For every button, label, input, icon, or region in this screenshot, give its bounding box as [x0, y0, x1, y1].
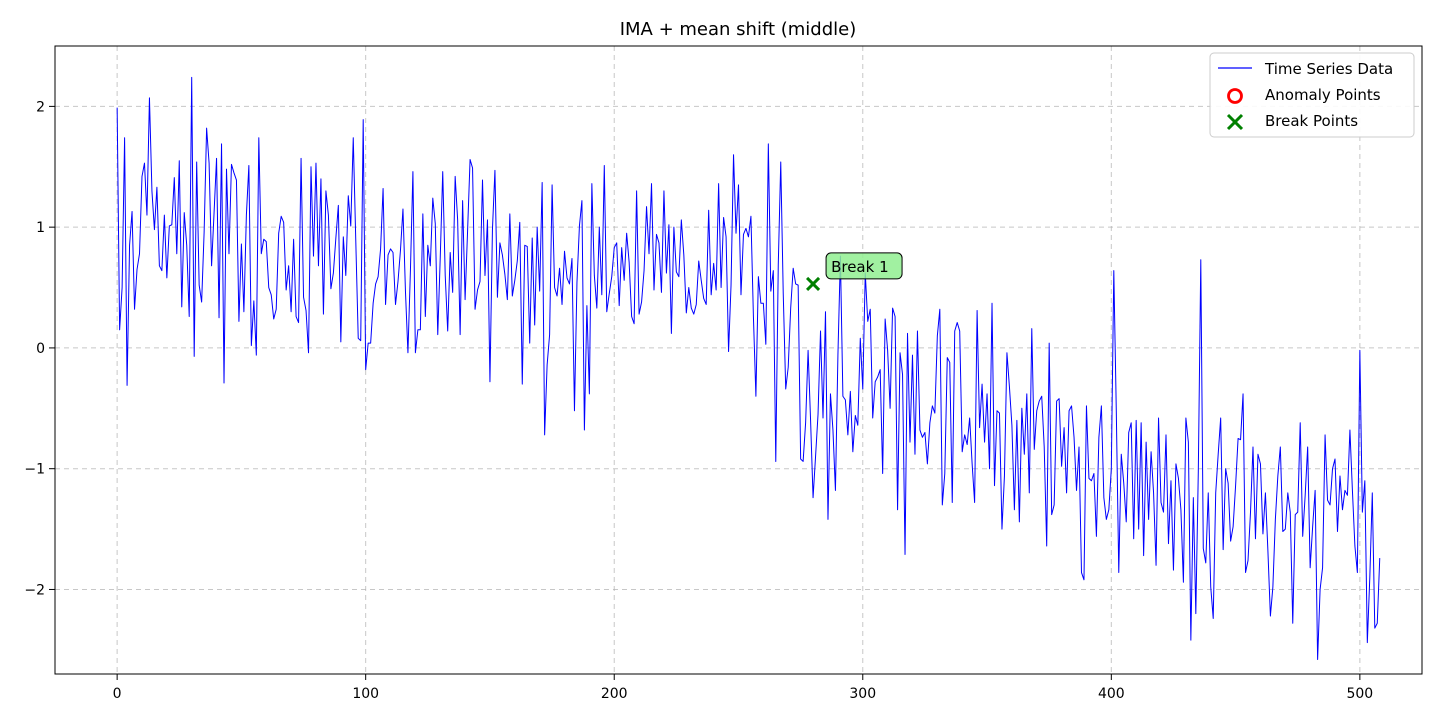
y-tick-label: 1 — [36, 220, 45, 236]
legend-label: Time Series Data — [1264, 60, 1393, 78]
y-tick-label: −2 — [24, 582, 45, 598]
legend-circle-swatch — [1227, 88, 1243, 104]
y-tick-label: −1 — [24, 462, 45, 478]
plot-background — [55, 46, 1422, 674]
grid-lines — [55, 46, 1422, 674]
x-tick-label: 300 — [849, 686, 876, 702]
x-tick-label: 0 — [113, 686, 122, 702]
legend: Time Series Data Anomaly Points Break Poin… — [1209, 52, 1415, 138]
break-point-marker — [806, 276, 821, 291]
break-label-box — [825, 252, 903, 280]
chart-title: IMA + mean shift (middle) — [620, 19, 857, 40]
legend-x-stroke — [1226, 113, 1244, 131]
data-layer: Break 1 — [116, 76, 1381, 661]
break-label: Break 1 — [831, 258, 889, 276]
y-tick-label: 0 — [36, 341, 45, 357]
legend-label: Anomaly Points — [1265, 86, 1381, 104]
series-line — [116, 76, 1381, 661]
axis-ticks: 0 100 200 300 400 500 −2 −1 0 1 2 — [24, 99, 1373, 702]
x-tick-label: 400 — [1098, 686, 1125, 702]
x-tick-label: 200 — [601, 686, 628, 702]
legend-x-swatch — [1226, 113, 1244, 131]
plot-frame — [54, 45, 1423, 675]
legend-box — [1209, 52, 1415, 138]
x-tick-label: 500 — [1346, 686, 1373, 702]
x-tick-label: 100 — [352, 686, 379, 702]
y-tick-label: 2 — [36, 99, 45, 115]
legend-label: Break Points — [1265, 112, 1358, 130]
break-point-x-stroke — [806, 276, 821, 291]
